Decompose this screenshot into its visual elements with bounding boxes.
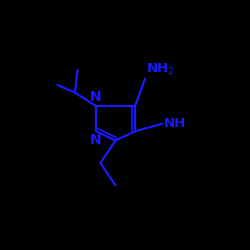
Text: N: N — [90, 133, 102, 147]
Text: NH: NH — [164, 117, 186, 130]
Text: NH$_2$: NH$_2$ — [146, 62, 175, 77]
Text: N: N — [90, 90, 102, 104]
